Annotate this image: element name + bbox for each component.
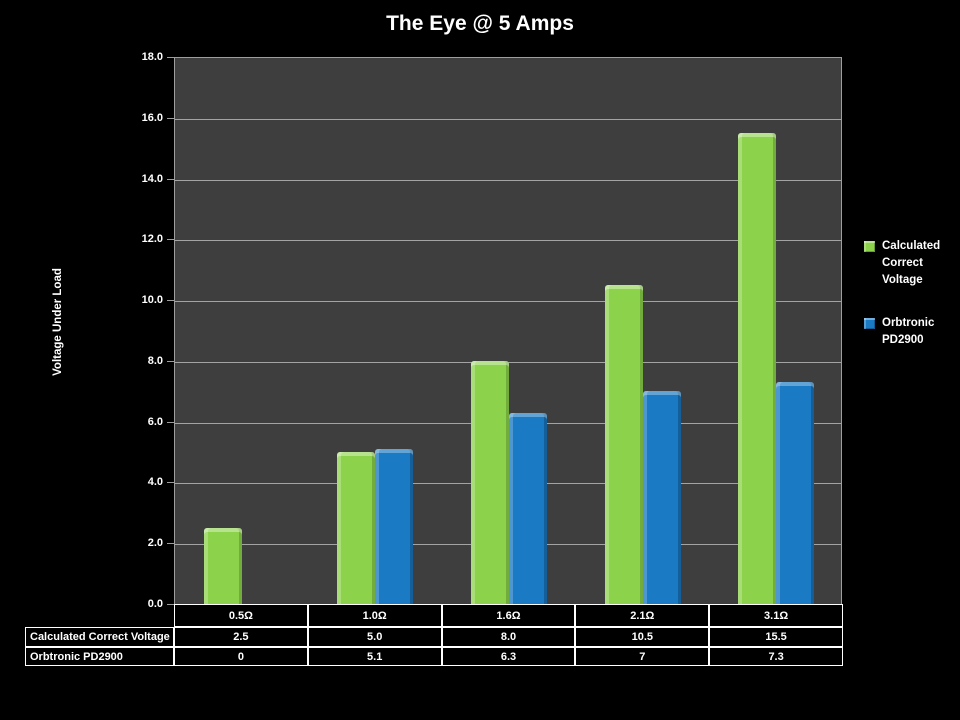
y-tick-label: 16.0 — [141, 111, 163, 124]
y-tick-mark — [167, 300, 174, 302]
bar-calculated-correct-voltage — [471, 360, 509, 604]
data-table: 0.5Ω 1.0Ω 1.6Ω 2.1Ω 3.1Ω Calculated Correct V… — [25, 604, 843, 666]
table-value-cell: 0 — [174, 647, 308, 666]
y-tick-label: 10.0 — [141, 294, 163, 307]
bar-orbtronic-pd2900 — [509, 412, 547, 604]
chart-title: The Eye @ 5 Amps — [386, 12, 574, 35]
table-value-cell: 5.1 — [307, 647, 442, 666]
gridline — [175, 118, 841, 120]
y-tick-label: 8.0 — [147, 354, 163, 367]
y-tick-mark — [167, 57, 174, 58]
y-tick-mark — [167, 360, 174, 362]
bar-calculated-correct-voltage — [604, 284, 643, 604]
bar-orbtronic-pd2900 — [375, 449, 414, 604]
legend-item: Calculated Correct Voltage — [864, 238, 954, 289]
y-tick-mark — [167, 178, 174, 180]
bar-orbtronic-pd2900 — [776, 382, 815, 604]
y-tick-label: 0.0 — [147, 598, 163, 610]
table-value-cell: 15.5 — [709, 627, 843, 647]
table-value-cell: 5.0 — [307, 627, 442, 647]
y-tick-mark — [167, 604, 174, 605]
table-category-header: 2.1Ω — [575, 604, 710, 627]
table-row-label: Orbtronic PD2900 — [25, 647, 174, 666]
table-corner-cell — [25, 604, 174, 627]
gridline — [175, 240, 841, 242]
y-tick-mark — [167, 543, 174, 545]
legend-label: Calculated Correct Voltage — [882, 240, 941, 286]
y-tick-label: 4.0 — [147, 476, 163, 489]
table-category-header: 1.0Ω — [307, 604, 442, 627]
table-value-cell: 8.0 — [441, 627, 576, 647]
table-value-cell: 10.5 — [575, 627, 710, 647]
table-category-header: 3.1Ω — [709, 604, 843, 627]
y-tick-label: 14.0 — [141, 172, 163, 185]
legend-label: Orbtronic PD2900 — [882, 317, 935, 346]
table-value-cell: 6.3 — [441, 647, 576, 666]
y-tick-mark — [167, 482, 174, 484]
y-tick-label: 12.0 — [141, 233, 163, 246]
y-tick-mark — [167, 117, 174, 119]
table-category-header: 1.6Ω — [441, 604, 576, 627]
table-category-header: 0.5Ω — [174, 604, 308, 627]
bar-calculated-correct-voltage — [203, 528, 242, 604]
legend-swatch-icon — [864, 241, 875, 252]
legend-swatch-icon — [864, 318, 875, 329]
plot-area — [174, 57, 842, 604]
legend: Calculated Correct Voltage Orbtronic PD29… — [864, 238, 954, 349]
y-tick-mark — [167, 239, 174, 241]
table-value-cell: 7 — [575, 647, 710, 666]
y-tick-label: 6.0 — [147, 415, 163, 428]
table-value-cell: 7.3 — [709, 647, 843, 666]
legend-item: Orbtronic PD2900 — [864, 315, 954, 349]
y-tick-label: 2.0 — [147, 537, 163, 550]
bar-orbtronic-pd2900 — [642, 391, 681, 604]
table-row-label: Calculated Correct Voltage — [25, 627, 174, 647]
gridline — [175, 179, 841, 181]
y-tick-label: 18.0 — [141, 51, 163, 63]
table-value-cell: 2.5 — [174, 627, 308, 647]
y-axis-title: Voltage Under Load — [52, 268, 64, 376]
y-tick-mark — [167, 421, 174, 423]
bar-calculated-correct-voltage — [337, 452, 376, 604]
gridline — [175, 301, 841, 303]
bar-calculated-correct-voltage — [738, 132, 777, 604]
